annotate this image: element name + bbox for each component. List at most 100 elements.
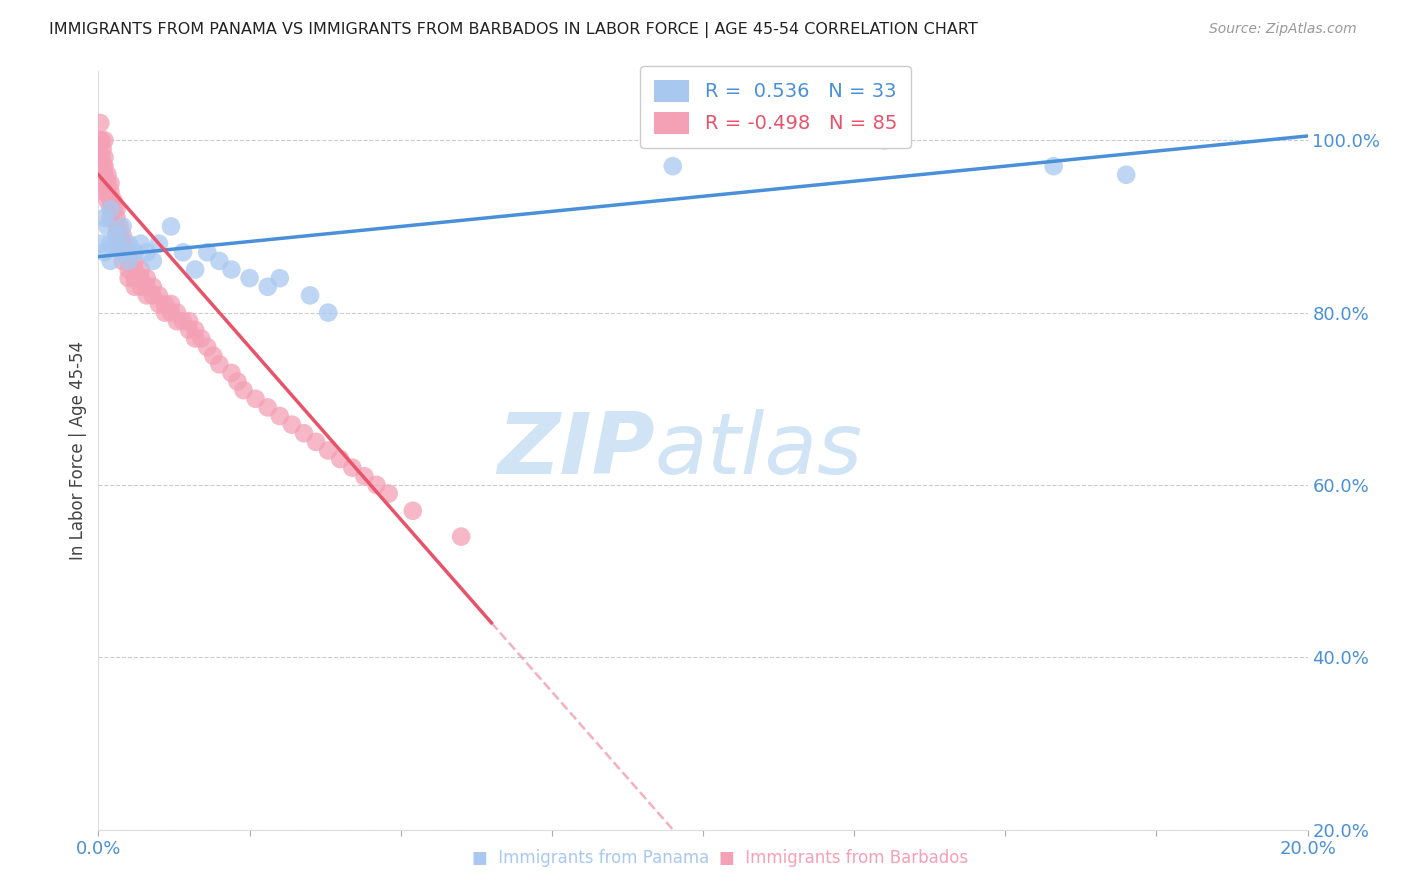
Point <box>118 254 141 268</box>
Point <box>353 469 375 483</box>
Point <box>129 279 152 293</box>
Point <box>172 314 194 328</box>
Point <box>90 236 112 251</box>
Point <box>124 279 146 293</box>
Point <box>226 375 249 389</box>
Point <box>195 245 218 260</box>
Point <box>93 177 115 191</box>
Point <box>118 254 141 268</box>
Point <box>377 486 399 500</box>
Point <box>111 254 134 268</box>
Point <box>118 245 141 260</box>
Text: IMMIGRANTS FROM PANAMA VS IMMIGRANTS FROM BARBADOS IN LABOR FORCE | AGE 45-54 CO: IMMIGRANTS FROM PANAMA VS IMMIGRANTS FRO… <box>49 22 979 38</box>
Point <box>91 159 114 173</box>
Point <box>105 236 128 251</box>
Point <box>129 262 152 277</box>
Point <box>232 383 254 397</box>
Point <box>93 151 115 165</box>
Point <box>148 236 170 251</box>
Point <box>148 297 170 311</box>
Point <box>135 271 157 285</box>
Point <box>135 288 157 302</box>
Point <box>269 409 291 423</box>
Point <box>111 219 134 234</box>
Point <box>184 331 207 345</box>
Point <box>1042 159 1064 173</box>
Point <box>118 236 141 251</box>
Point <box>118 262 141 277</box>
Point <box>342 460 364 475</box>
Point <box>184 262 207 277</box>
Point <box>93 245 115 260</box>
Point <box>239 271 262 285</box>
Point <box>124 262 146 277</box>
Point <box>142 254 165 268</box>
Point <box>281 417 304 432</box>
Point <box>292 426 315 441</box>
Point <box>96 194 118 208</box>
Point <box>195 340 218 354</box>
Point <box>103 202 125 217</box>
Point <box>166 305 188 319</box>
Point <box>190 331 212 345</box>
Point <box>256 401 278 415</box>
Point <box>105 228 128 243</box>
Point <box>100 177 122 191</box>
Point <box>305 434 328 449</box>
Point <box>221 262 243 277</box>
Point <box>105 202 128 217</box>
Point <box>124 245 146 260</box>
Point <box>160 297 183 311</box>
Point <box>153 297 176 311</box>
Point <box>96 168 118 182</box>
Point <box>93 211 115 225</box>
Point <box>450 530 472 544</box>
Point <box>100 202 122 217</box>
Point <box>114 236 136 251</box>
Point <box>89 133 111 147</box>
Point <box>172 245 194 260</box>
Point <box>135 279 157 293</box>
Point <box>105 228 128 243</box>
Point <box>135 245 157 260</box>
Legend: R =  0.536   N = 33, R = -0.498   N = 85: R = 0.536 N = 33, R = -0.498 N = 85 <box>641 66 911 148</box>
Point <box>316 305 339 319</box>
Point <box>148 288 170 302</box>
Point <box>202 349 225 363</box>
Point <box>179 314 201 328</box>
Text: atlas: atlas <box>655 409 863 492</box>
Point <box>402 504 425 518</box>
Point <box>96 219 118 234</box>
Point <box>124 271 146 285</box>
Point <box>142 279 165 293</box>
Point <box>873 133 896 147</box>
Point <box>100 254 122 268</box>
Point <box>299 288 322 302</box>
Point <box>124 254 146 268</box>
Point <box>108 228 131 243</box>
Point <box>93 133 115 147</box>
Point <box>166 314 188 328</box>
Point <box>256 279 278 293</box>
Point <box>366 478 388 492</box>
Point <box>100 194 122 208</box>
Point <box>93 159 115 173</box>
Point <box>105 211 128 225</box>
Point <box>316 443 339 458</box>
Point <box>111 236 134 251</box>
Point <box>179 323 201 337</box>
Point <box>329 452 352 467</box>
Point <box>129 271 152 285</box>
Point <box>160 219 183 234</box>
Point <box>184 323 207 337</box>
Point <box>100 202 122 217</box>
Text: ZIP: ZIP <box>496 409 655 492</box>
Y-axis label: In Labor Force | Age 45-54: In Labor Force | Age 45-54 <box>69 341 87 560</box>
Point <box>90 133 112 147</box>
Point <box>100 211 122 225</box>
Point <box>103 194 125 208</box>
Point <box>108 219 131 234</box>
Point <box>1115 168 1137 182</box>
Point <box>89 116 111 130</box>
Point <box>96 185 118 199</box>
